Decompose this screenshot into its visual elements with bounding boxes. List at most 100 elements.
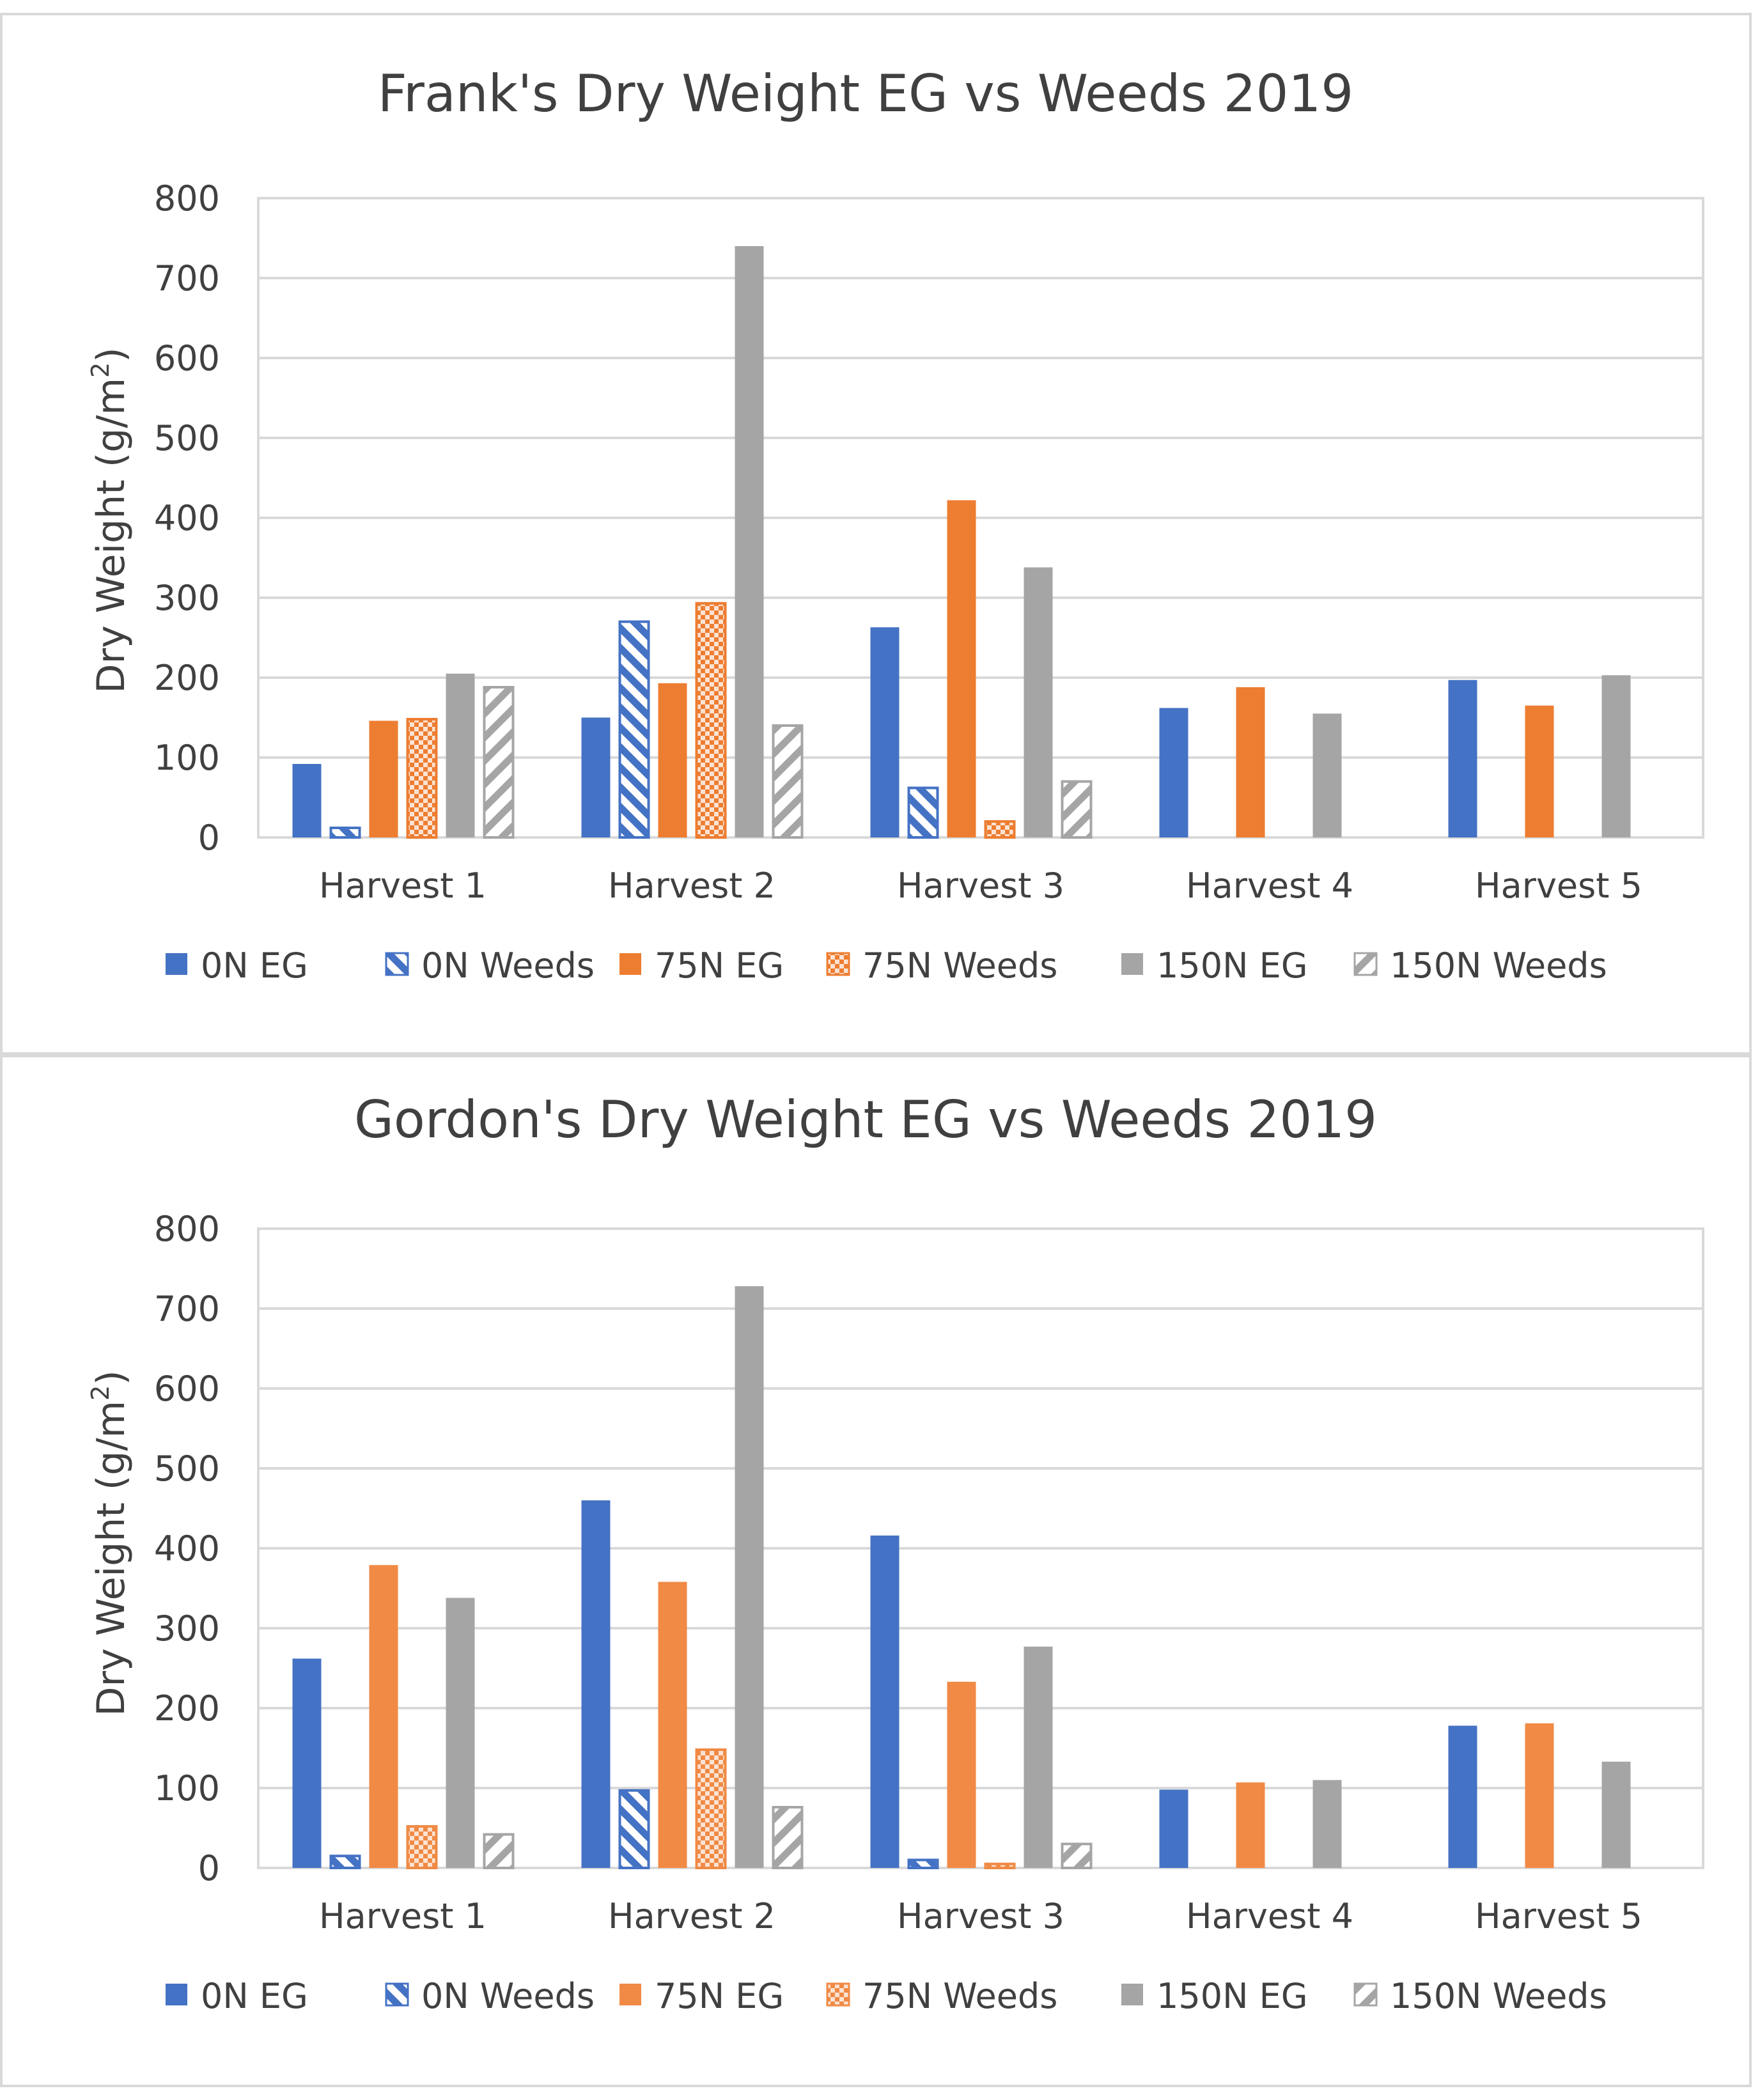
bar-0n-weeds-harvest-3 <box>907 786 939 839</box>
bar-75n-eg-harvest-3 <box>947 500 976 837</box>
bar-0n-eg-harvest-4 <box>1159 1789 1188 1868</box>
chart-gordon: Gordon's Dry Weight EG vs Weeds 2019 Dry… <box>86 1090 1704 2016</box>
bar-150n-eg-harvest-3 <box>1024 1646 1053 1868</box>
legend-label: 0N Weeds <box>421 945 595 986</box>
bar-75n-eg-harvest-2 <box>658 1582 687 1868</box>
bar-0n-eg-harvest-2 <box>581 717 611 837</box>
x-tick-label: Harvest 1 <box>319 1896 487 1936</box>
x-tick-label: Harvest 3 <box>897 1896 1064 1936</box>
bar-0n-eg-harvest-1 <box>292 1658 322 1868</box>
y-tick-label: 300 <box>154 1608 220 1649</box>
bar-150n-eg-harvest-1 <box>446 1598 475 1868</box>
chart-title: Frank's Dry Weight EG vs Weeds 2019 <box>378 64 1353 123</box>
legend-label: 75N EG <box>655 1976 784 2016</box>
bar-150n-eg-harvest-5 <box>1601 1761 1631 1868</box>
chart-panel-gordon: Gordon's Dry Weight EG vs Weeds 2019 Dry… <box>0 1055 1752 2087</box>
chart-title: Gordon's Dry Weight EG vs Weeds 2019 <box>354 1090 1377 1149</box>
x-tick-label: Harvest 5 <box>1475 1896 1642 1936</box>
legend-label: 0N EG <box>201 945 308 986</box>
legend-swatch <box>385 952 409 976</box>
bar-75n-eg-harvest-1 <box>369 720 398 837</box>
legend-swatch <box>1121 1984 1143 2005</box>
bar-150n-eg-harvest-4 <box>1312 1780 1342 1868</box>
legend-item-0n-weeds: 0N Weeds <box>385 1976 595 2016</box>
bar-75n-weeds-harvest-3 <box>984 1862 1016 1869</box>
bar-75n-weeds-harvest-3 <box>984 820 1016 839</box>
legend-item-75n-weeds: 75N Weeds <box>826 945 1057 986</box>
bar-0n-weeds-harvest-1 <box>329 827 361 839</box>
legend-item-150n-weeds: 150N Weeds <box>1353 945 1607 986</box>
bar-150n-eg-harvest-3 <box>1024 567 1053 837</box>
legend-label: 150N Weeds <box>1390 1976 1607 2016</box>
y-tick-label: 0 <box>198 1848 220 1888</box>
bar-0n-weeds-harvest-3 <box>907 1858 939 1869</box>
chart-frank: Frank's Dry Weight EG vs Weeds 2019 Dry … <box>86 64 1704 986</box>
legend-swatch <box>1353 952 1378 976</box>
bar-150n-weeds-harvest-2 <box>772 1806 804 1869</box>
bar-0n-weeds-harvest-2 <box>618 620 650 839</box>
legend-swatch <box>385 1982 409 2007</box>
legend-swatch <box>166 1984 187 2005</box>
legend-label: 75N EG <box>655 945 784 986</box>
legend-item-0n-weeds: 0N Weeds <box>385 945 595 986</box>
legend-label: 150N EG <box>1156 945 1308 986</box>
legend-swatch <box>1121 953 1143 975</box>
bar-0n-eg-harvest-4 <box>1159 708 1188 837</box>
legend-swatch <box>826 1982 850 2007</box>
y-tick-label: 100 <box>154 738 220 778</box>
legend-label: 0N Weeds <box>421 1976 595 2016</box>
bar-0n-eg-harvest-5 <box>1448 680 1477 837</box>
legend-item-150n-weeds: 150N Weeds <box>1353 1976 1607 2016</box>
y-tick-label: 500 <box>154 1449 220 1489</box>
bar-150n-eg-harvest-2 <box>735 1286 764 1868</box>
y-tick-label: 400 <box>154 498 220 538</box>
y-tick-label: 0 <box>198 818 220 858</box>
svg-text:Dry Weight (g/m2): Dry Weight (g/m2) <box>86 347 134 693</box>
x-tick-label: Harvest 1 <box>319 866 487 906</box>
bar-75n-weeds-harvest-1 <box>406 718 438 839</box>
x-tick-label: Harvest 5 <box>1475 866 1642 906</box>
y-axis-title: Dry Weight (g/m2) <box>86 347 134 693</box>
legend-swatch <box>619 1984 641 2005</box>
legend-item-75n-weeds: 75N Weeds <box>826 1976 1057 2016</box>
bar-75n-eg-harvest-1 <box>369 1565 398 1868</box>
legend-label: 150N EG <box>1156 1976 1308 2016</box>
bar-75n-eg-harvest-4 <box>1236 1782 1265 1868</box>
x-tick-label: Harvest 4 <box>1186 866 1353 906</box>
y-tick-label: 600 <box>154 338 220 378</box>
legend-swatch <box>619 953 641 975</box>
bar-0n-eg-harvest-1 <box>292 764 322 837</box>
bar-75n-weeds-harvest-2 <box>695 1748 727 1869</box>
bar-150n-weeds-harvest-2 <box>772 724 804 839</box>
legend-item-0n-eg: 0N EG <box>166 1976 308 2016</box>
legend-label: 75N Weeds <box>862 1976 1057 2016</box>
y-tick-label: 700 <box>154 1289 220 1329</box>
y-tick-label: 600 <box>154 1369 220 1409</box>
bar-0n-weeds-harvest-1 <box>329 1855 361 1869</box>
bar-0n-weeds-harvest-2 <box>618 1789 650 1869</box>
legend-label: 150N Weeds <box>1390 945 1607 986</box>
bar-0n-eg-harvest-3 <box>870 627 899 837</box>
bar-150n-eg-harvest-2 <box>735 246 764 837</box>
bar-150n-eg-harvest-5 <box>1601 675 1631 837</box>
legend-swatch <box>826 952 850 976</box>
legend-item-150n-eg: 150N EG <box>1121 945 1308 986</box>
bar-0n-eg-harvest-5 <box>1448 1725 1477 1868</box>
y-tick-label: 200 <box>154 1688 220 1729</box>
bar-0n-eg-harvest-2 <box>581 1500 611 1868</box>
y-tick-label: 100 <box>154 1768 220 1808</box>
chart-panel-frank: Frank's Dry Weight EG vs Weeds 2019 Dry … <box>0 13 1752 1055</box>
y-tick-label: 300 <box>154 578 220 618</box>
bar-75n-eg-harvest-4 <box>1236 687 1265 837</box>
x-tick-label: Harvest 3 <box>897 866 1064 906</box>
bar-150n-eg-harvest-1 <box>446 673 475 837</box>
y-tick-label: 500 <box>154 418 220 458</box>
y-axis-title: Dry Weight (g/m2) <box>86 1370 134 1716</box>
bar-150n-weeds-harvest-3 <box>1061 1842 1093 1869</box>
x-tick-label: Harvest 2 <box>608 866 775 906</box>
bar-150n-weeds-harvest-1 <box>483 1833 515 1869</box>
bar-75n-eg-harvest-5 <box>1525 705 1554 837</box>
x-tick-label: Harvest 4 <box>1186 1896 1353 1936</box>
bar-150n-weeds-harvest-1 <box>483 686 515 839</box>
bar-150n-weeds-harvest-3 <box>1061 780 1093 839</box>
